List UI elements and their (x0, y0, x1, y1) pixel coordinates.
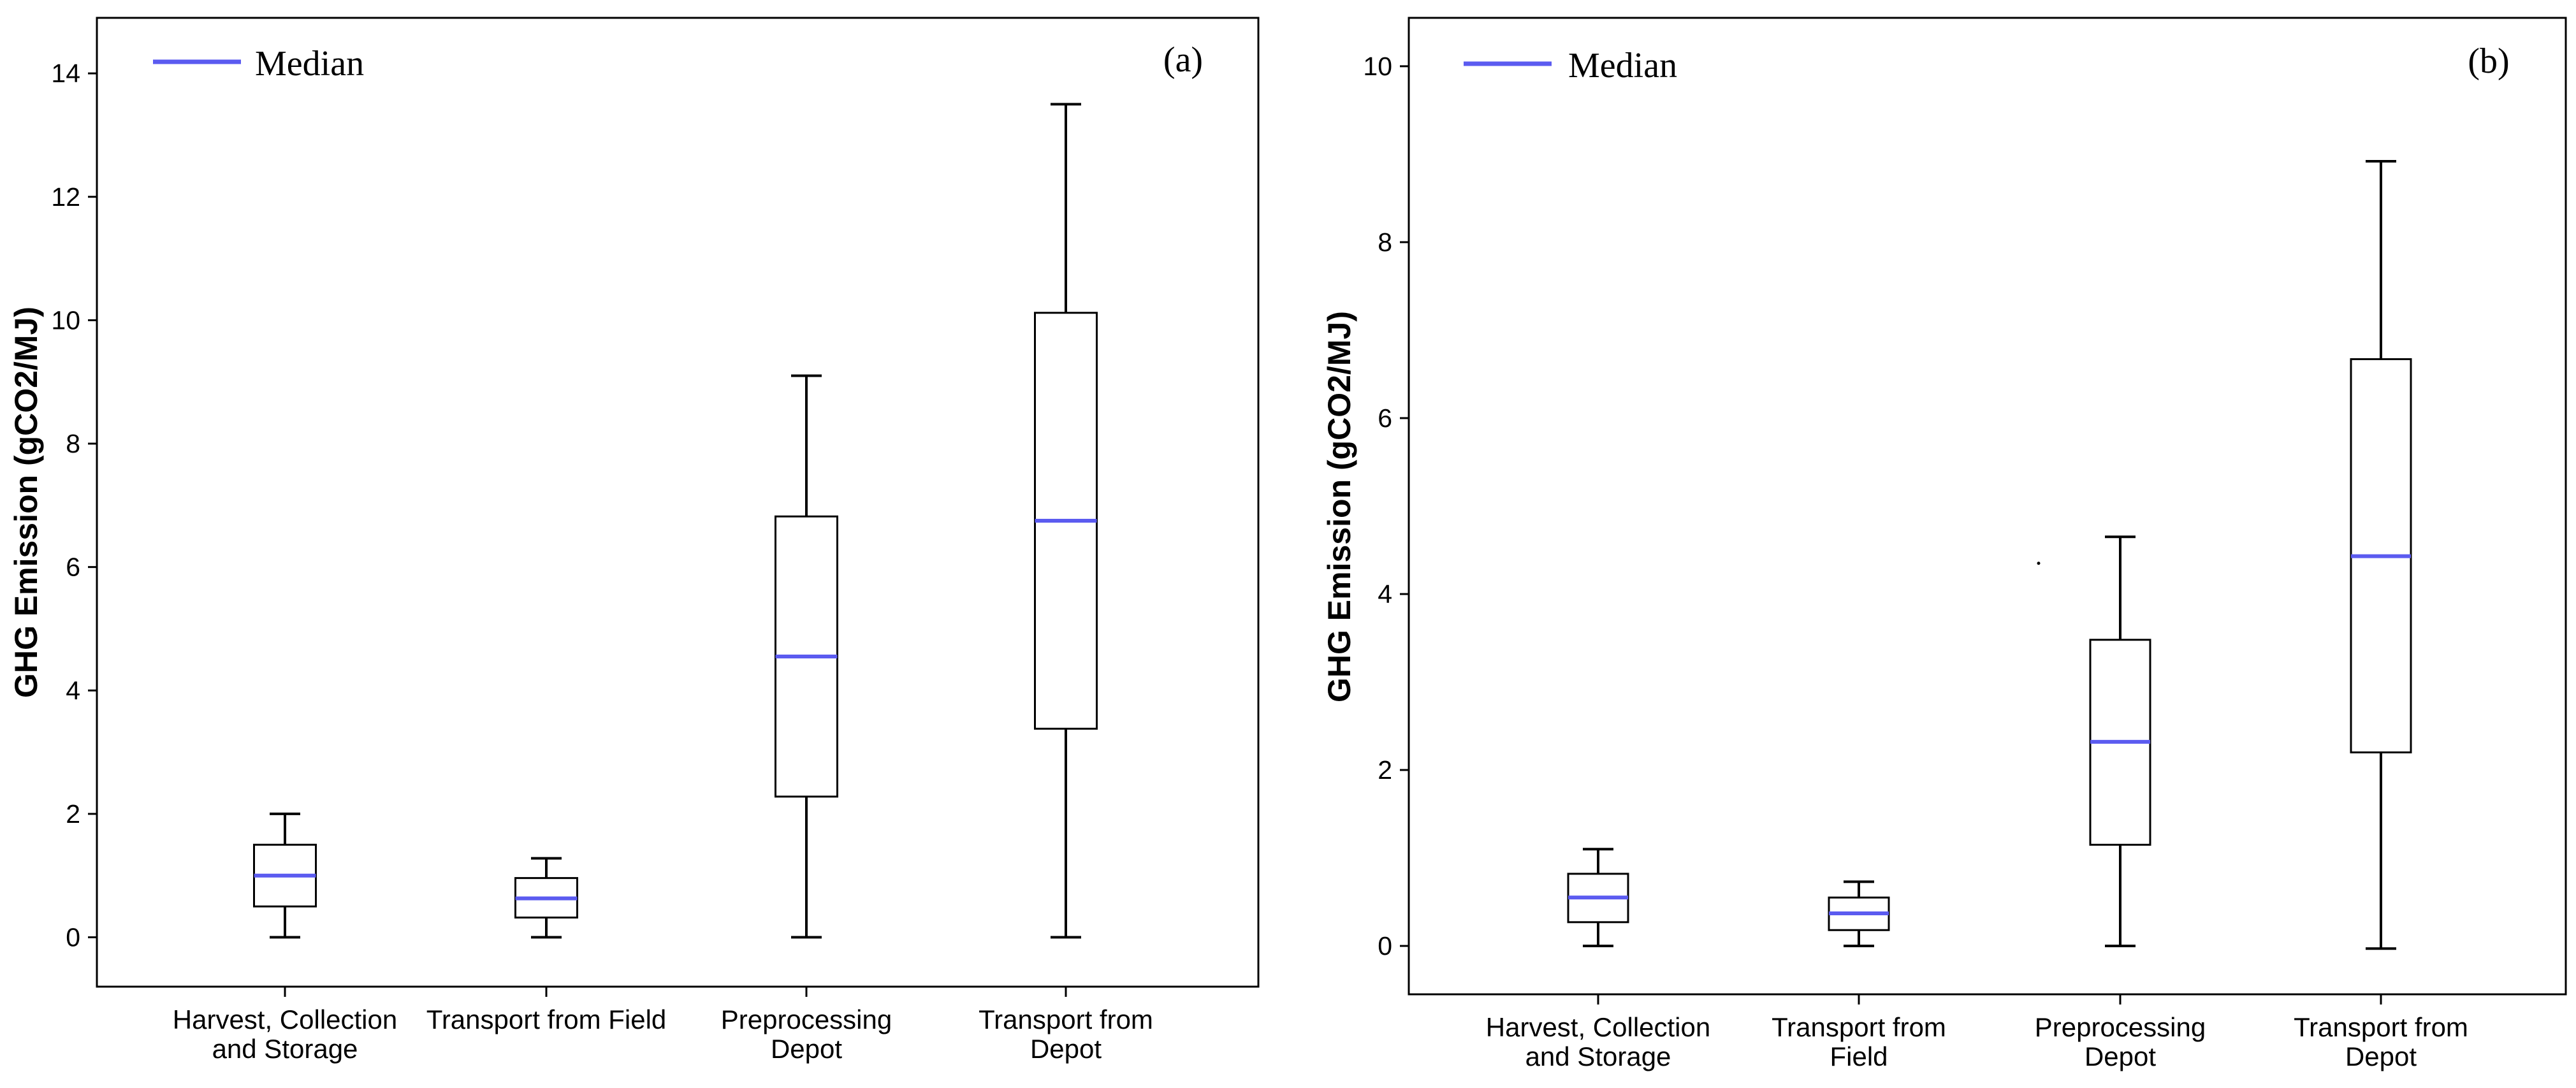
panel-b: GHG Emission (gCO2/MJ) Median (b) 0 2 4 6 8 1… (1321, 17, 2567, 1071)
panel-b-y-tick-label: 4 (1378, 579, 1392, 609)
panel-b-category-label-1: Harvest, Collection and Storage (1486, 1012, 1710, 1071)
panel-a-y-tick-label: 14 (51, 59, 80, 88)
panel-b-x-axis: Harvest, Collection and Storage Transport … (1486, 994, 2468, 1071)
panel-a-y-axis: 0 2 4 6 8 10 12 14 (51, 59, 97, 952)
panel-a-y-tick-label: 10 (51, 305, 80, 335)
panel-a-y-axis-title: GHG Emission (gCO2/MJ) (8, 307, 44, 698)
panel-b-category-label-2: Transport from Field (1772, 1012, 1946, 1071)
panel-b-box-2 (1828, 880, 1890, 948)
panel-a-y-tick-label: 12 (51, 182, 80, 212)
panel-b-legend-label: Median (1568, 46, 1677, 85)
panel-a-category-label-2: Transport from Field (426, 1005, 667, 1034)
panel-a-y-tick-label: 2 (66, 799, 80, 829)
panel-a-category-label-4: Transport from Depot (979, 1005, 1153, 1064)
panel-a-boxes (253, 103, 1098, 939)
panel-b-y-tick-label: 6 (1378, 403, 1392, 433)
panel-b-frame (1408, 17, 2567, 996)
panel-b-box-3 (2089, 535, 2151, 948)
panel-b-category-label-3: Preprocessing Depot (2035, 1012, 2206, 1071)
panel-a-y-tick-label: 6 (66, 553, 80, 582)
panel-b-category-label-4: Transport from Depot (2294, 1012, 2468, 1071)
panel-b-y-tick-label: 2 (1378, 755, 1392, 785)
panel-a-x-axis: Harvest, Collection and Storage Transport … (173, 987, 1153, 1064)
panel-b-boxes (1567, 159, 2412, 950)
panel-a-label: (a) (1163, 40, 1203, 80)
panel-a-box-1 (253, 812, 317, 939)
panel-b-y-tick-label: 0 (1378, 931, 1392, 961)
panel-a-y-tick-label: 0 (66, 923, 80, 952)
panel-a: GHG Emission (gCO2/MJ) Median (a) 0 2 4 6 8 1… (8, 17, 1260, 1064)
panel-b-y-axis-title: GHG Emission (gCO2/MJ) (1321, 311, 1357, 702)
panel-a-category-label-3: Preprocessing Depot (721, 1005, 892, 1064)
panel-b-box-1 (1567, 848, 1629, 948)
panel-b-box-4 (2350, 159, 2412, 950)
panel-a-y-tick-label: 8 (66, 429, 80, 458)
panel-b-label: (b) (2468, 41, 2509, 81)
panel-b-y-tick-label: 8 (1378, 228, 1392, 257)
panel-a-y-tick-label: 4 (66, 676, 80, 705)
panel-a-box-3 (775, 374, 838, 939)
panel-a-frame (96, 17, 1260, 988)
panel-a-box-2 (514, 857, 578, 939)
panel-a-box-4 (1034, 103, 1098, 939)
panel-a-category-label-1: Harvest, Collection and Storage (173, 1005, 397, 1064)
panel-b-y-tick-label: 10 (1363, 52, 1392, 81)
panel-b-outlier-point (2037, 562, 2041, 565)
panel-a-legend-label: Median (255, 44, 364, 83)
panel-b-y-axis: 0 2 4 6 8 10 (1363, 52, 1409, 961)
